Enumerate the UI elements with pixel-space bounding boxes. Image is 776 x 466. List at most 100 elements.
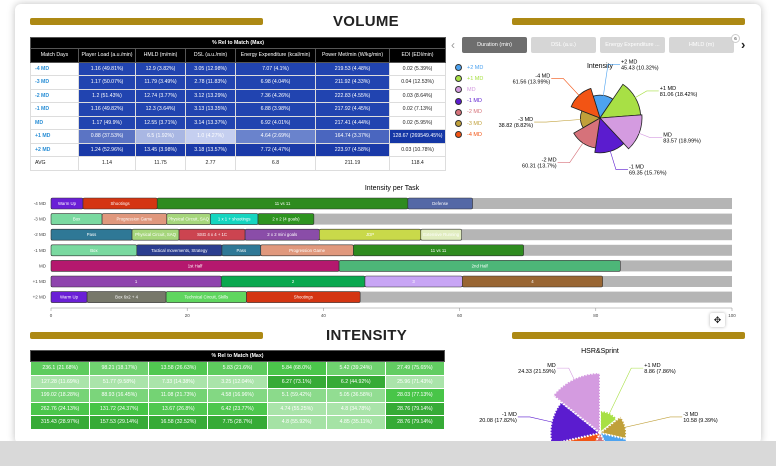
table-cell: 4.8 (55.92%) — [266, 415, 327, 430]
legend-item[interactable]: -4 MD — [455, 129, 483, 140]
table-row: 315.43 (28.97%) 157.53 (29.14%) 16.58 (32.… — [29, 415, 446, 430]
table-cell: 217.41 (4.44%) — [315, 115, 390, 130]
table-cell: 223.97 (4.58%) — [315, 142, 390, 157]
label-leader-line — [517, 416, 560, 424]
table-row: +2 MD 1.24 (52.96%) 13.45 (3.98%) 3.18 (13.… — [30, 142, 447, 157]
table-row: 236.1 (21.68%) 98.21 (18.17%) 13.58 (26.63… — [29, 361, 446, 376]
task-label: Pass — [237, 248, 247, 253]
x-tick-label: 80 — [593, 313, 599, 318]
task-label: 11 vs 11 — [275, 201, 291, 206]
table-cell: 7.75 (28.7%) — [207, 415, 268, 430]
table-cell: 3.18 (13.57%) — [185, 142, 236, 157]
gantt-task-bar[interactable] — [246, 291, 361, 303]
table-cell: 5.42 (39.24%) — [325, 361, 386, 376]
legend-item[interactable]: MD — [455, 84, 483, 95]
table-cell: 4.74 (55.25%) — [266, 401, 327, 416]
table-cell: 222.83 (4.55%) — [315, 88, 390, 103]
row-label: -4 MD — [34, 201, 47, 206]
tab-count-badge: 6 — [731, 34, 740, 43]
legend-item[interactable]: -1 MD — [455, 96, 483, 107]
gantt-task-bar[interactable] — [338, 260, 621, 272]
polar-slice[interactable] — [599, 410, 619, 436]
table-row: 127.28 (11.69%) 51.77 (9.58%) 7.33 (14.38%… — [29, 374, 446, 389]
table-row: -3 MD 1.17 (50.07%) 11.79 (3.49%) 2.78 (11.… — [30, 75, 447, 90]
row-label: -1 MD — [34, 248, 47, 253]
intensity-per-task-chart: Intensity per Task -4 MD Warm Up Shootings 1… — [33, 185, 737, 318]
tab-hmld-m-[interactable]: HMLD (m) — [669, 37, 734, 53]
table-cell: 11.08 (21.73%) — [148, 388, 209, 403]
task-label: 11 vs 11 — [431, 248, 447, 253]
table-cell: 28.76 (79.14%) — [384, 401, 446, 416]
table-cell: 3.12 (13.29%) — [185, 88, 236, 103]
legend-item[interactable]: +2 MD — [455, 62, 483, 73]
table-cell: 127.28 (11.69%) — [29, 374, 91, 389]
legend-item[interactable]: -2 MD — [455, 107, 483, 118]
table-cell: 1.16 (49.82%) — [78, 102, 136, 117]
gantt-task-bar[interactable] — [353, 244, 524, 257]
task-label: Warm Up — [60, 295, 79, 300]
table-row: +1 MD 0.88 (37.53%) 6.5 (1.92%) 1.0 (4.27%)… — [30, 129, 447, 144]
table-cell: 5.83 (21.6%) — [207, 361, 268, 376]
table-cell: 0.02 (5.39%) — [388, 61, 447, 76]
task-label: Progression Game — [117, 217, 153, 222]
label-leader-line — [633, 130, 663, 138]
polar-slice[interactable] — [565, 431, 602, 441]
task-label: Box 6x2 + 4 — [115, 295, 138, 300]
row-label: +1 MD — [33, 279, 47, 284]
x-tick-label: 100 — [728, 313, 736, 318]
gantt-task-bar[interactable] — [407, 197, 473, 210]
table-cell: 164.74 (3.37%) — [315, 129, 390, 144]
label-leader-line — [534, 118, 584, 123]
column-header: HMLD (m/min) — [135, 48, 186, 63]
table-cell: 12.9 (3.82%) — [135, 61, 186, 76]
gantt-track — [51, 213, 732, 225]
label-leader-line — [608, 146, 628, 170]
match-day-label: +1 MD — [30, 129, 79, 144]
gantt-task-bar[interactable] — [462, 275, 603, 288]
polar-slice[interactable] — [598, 431, 628, 441]
table-cell: 3.13 (13.35%) — [185, 102, 236, 117]
table-row: -1 MD 1.16 (49.82%) 12.3 (3.64%) 3.13 (13.3… — [30, 102, 447, 117]
table-cell: 0.88 (37.53%) — [78, 129, 136, 144]
label-leader-line — [602, 64, 621, 99]
task-label: 1 x 1 + shootings — [218, 217, 251, 222]
move-handle-button[interactable]: ✥ — [710, 313, 725, 327]
table-cell: 13.67 (26.8%) — [148, 401, 209, 416]
table-cell: 5.84 (68.0%) — [266, 361, 327, 376]
table-cell: 157.53 (29.14%) — [89, 415, 150, 430]
legend-marker-icon — [455, 108, 462, 116]
table-cell: 7.33 (14.38%) — [148, 374, 209, 389]
nav-prev-arrow[interactable]: ‹ — [451, 38, 455, 52]
gantt-track — [51, 291, 732, 303]
table-cell: 51.77 (9.58%) — [89, 374, 150, 389]
gantt-task-bar[interactable] — [420, 228, 462, 241]
legend-item[interactable]: +1 MD — [455, 73, 483, 84]
polar-slice[interactable] — [551, 371, 601, 436]
slice-label: -3 MD — [518, 117, 533, 123]
task-label: Tactical movements, Strategy — [151, 248, 208, 253]
divider-bar — [30, 18, 263, 25]
avg-row: AVG 1.14 11.75 2.77 6.8 211.19 118.4 — [30, 156, 447, 171]
legend-item[interactable]: -3 MD — [455, 118, 483, 129]
column-header: Player Load (a.u./min) — [78, 48, 136, 63]
horizontal-scrollbar[interactable] — [0, 441, 776, 466]
tab-energy-expenditure-[interactable]: Energy Expenditure ... — [600, 37, 665, 53]
table-cell: 3.05 (12.98%) — [185, 61, 236, 76]
table-cell: 88.93 (16.45%) — [89, 388, 150, 403]
table-cell: 3.25 (12.04%) — [207, 374, 268, 389]
polar-slice[interactable] — [549, 400, 603, 441]
table-cell: 7.36 (4.26%) — [235, 88, 316, 103]
slice-label: MD — [663, 133, 672, 139]
nav-next-arrow[interactable]: › — [741, 37, 746, 52]
table-cell: 219.53 (4.48%) — [315, 61, 390, 76]
table-cell: 1.16 (49.81%) — [78, 61, 136, 76]
slice-label: MD — [547, 363, 556, 369]
tab-dsl-a-u-[interactable]: DSL (a.u.) — [531, 37, 596, 53]
chart-title: Intensity per Task — [365, 185, 420, 192]
polar-slice[interactable] — [597, 415, 628, 441]
x-tick-label: 60 — [457, 313, 463, 318]
task-label: 3 — [412, 279, 415, 284]
task-label: Technical Circuit, Skills — [184, 295, 228, 300]
tab-duration-min-[interactable]: Duration (min) — [462, 37, 527, 53]
gantt-task-bar[interactable] — [257, 213, 315, 225]
